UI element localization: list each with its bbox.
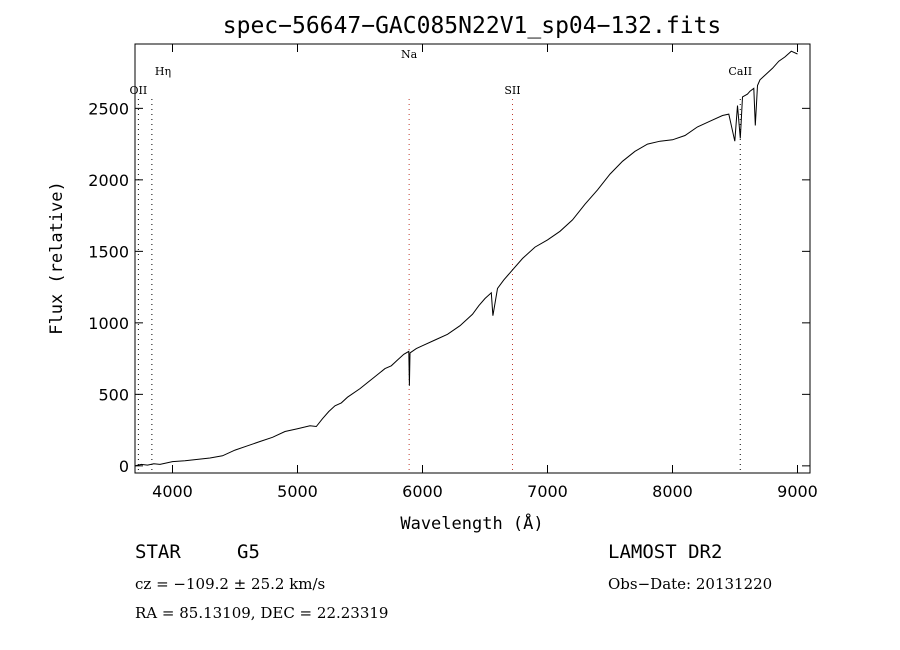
redshift-value: cz = −109.2 ± 25.2 km/s	[135, 575, 326, 593]
object-subclass: G5	[237, 541, 260, 563]
object-class: STAR	[135, 541, 181, 563]
line-marker-label: Hη	[155, 65, 171, 78]
y-tick-label: 0	[119, 457, 129, 476]
chart-title: spec−56647−GAC085N22V1_sp04−132.fits	[223, 13, 722, 39]
y-axis-ticks: 0 500 1000 1500 2000 2500	[88, 99, 810, 476]
survey-name: LAMOST DR2	[608, 541, 723, 563]
plot-frame	[134, 43, 811, 474]
line-marker-label: Na	[401, 48, 418, 61]
line-marker-label: CaII	[728, 65, 752, 78]
line-marker-label: OII	[130, 84, 148, 97]
spectrum-line	[134, 50, 798, 467]
observation-date: Obs−Date: 20131220	[608, 575, 773, 593]
y-tick-label: 2500	[88, 99, 129, 118]
x-tick-label: 6000	[402, 482, 443, 501]
y-tick-label: 1000	[88, 314, 129, 333]
line-marker-label: SII	[504, 84, 520, 97]
x-tick-label: 9000	[777, 482, 818, 501]
x-tick-label: 5000	[277, 482, 318, 501]
x-tick-label: 8000	[652, 482, 693, 501]
y-tick-label: 500	[98, 385, 129, 404]
spectral-line-markers: Hη OII Na SII CaII	[130, 48, 752, 473]
x-tick-label: 7000	[527, 482, 568, 501]
coordinates: RA = 85.13109, DEC = 22.23319	[135, 604, 389, 622]
y-axis-label: Flux (relative)	[47, 181, 67, 335]
x-axis-label: Wavelength (Å)	[400, 512, 543, 534]
y-tick-label: 2000	[88, 171, 129, 190]
x-tick-label: 4000	[152, 482, 193, 501]
y-tick-label: 1500	[88, 242, 129, 261]
x-axis-ticks: 4000 5000 6000 7000 8000 9000	[152, 44, 818, 501]
